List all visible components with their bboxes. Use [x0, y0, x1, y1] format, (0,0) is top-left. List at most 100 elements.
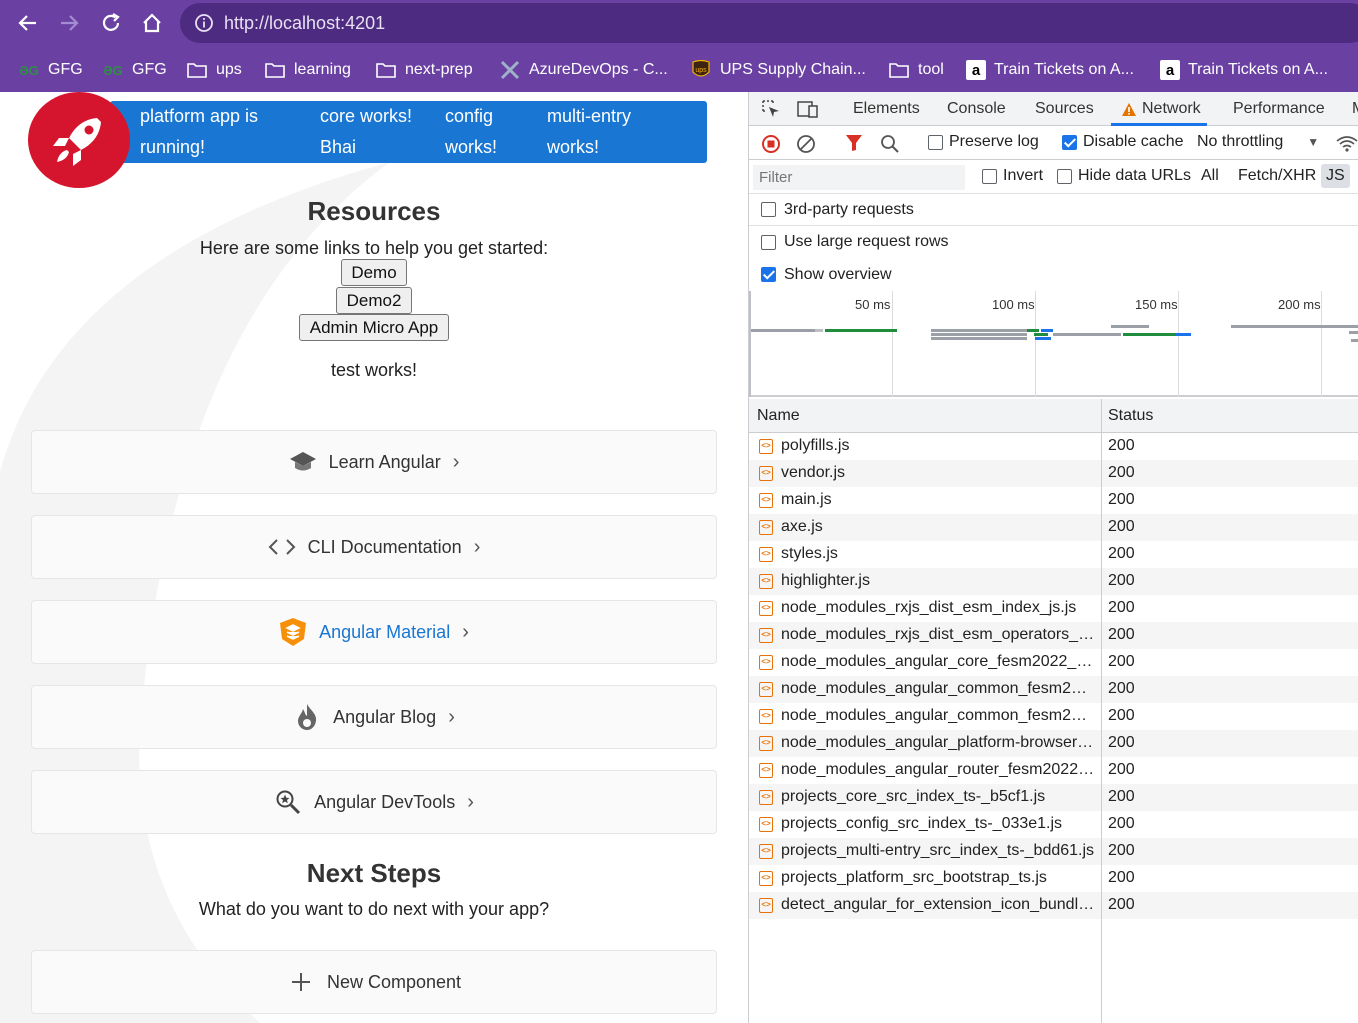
new-component-card[interactable]: New Component: [31, 950, 717, 1014]
bookmark-gfg-2[interactable]: ƏG GFG: [103, 61, 167, 78]
chevron-right-icon: ›: [462, 620, 469, 643]
tab-memory[interactable]: M: [1352, 100, 1358, 118]
disable-cache-checkbox[interactable]: Disable cache: [1062, 133, 1184, 151]
show-overview-option[interactable]: Show overview: [749, 258, 1358, 291]
request-name[interactable]: main.js: [781, 491, 832, 508]
bookmark-azure-devops[interactable]: AzureDevOps - C...: [499, 58, 668, 82]
search-button[interactable]: [880, 134, 900, 154]
request-row[interactable]: <> projects_config_src_index_ts-_033e1.js…: [749, 811, 1358, 838]
request-row[interactable]: <> axe.js 200: [749, 514, 1358, 541]
cli-documentation-card[interactable]: CLI Documentation ›: [31, 515, 717, 579]
angular-material-card[interactable]: Angular Material ›: [31, 600, 717, 664]
hide-data-urls-checkbox[interactable]: Hide data URLs: [1057, 167, 1191, 185]
record-stop-button[interactable]: [761, 134, 781, 154]
new-component-label: New Component: [326, 971, 462, 992]
bookmark-train-tickets-2[interactable]: a Train Tickets on A...: [1160, 58, 1328, 82]
request-name[interactable]: detect_angular_for_extension_icon_bundle…: [781, 896, 1095, 913]
demo2-button[interactable]: Demo2: [336, 287, 412, 314]
address-bar[interactable]: http://localhost:4201: [180, 3, 1358, 43]
filter-fetch-xhr-button[interactable]: Fetch/XHR: [1238, 167, 1317, 184]
rocket-logo: [28, 92, 130, 188]
bookmark-folder-tool[interactable]: tool: [888, 58, 944, 82]
request-status: 200: [1108, 680, 1135, 697]
tab-network[interactable]: Network: [1121, 100, 1201, 118]
network-overview[interactable]: 50 ms 100 ms 150 ms 200 ms: [749, 291, 1358, 397]
tab-performance[interactable]: Performance: [1233, 100, 1325, 117]
large-rows-option[interactable]: Use large request rows: [749, 225, 1358, 258]
device-toolbar-icon[interactable]: [797, 99, 819, 124]
bookmark-gfg-1[interactable]: ƏG GFG: [19, 61, 83, 78]
request-name[interactable]: node_modules_angular_common_fesm202…: [781, 707, 1095, 724]
request-name[interactable]: projects_platform_src_bootstrap_ts.js: [781, 869, 1047, 886]
request-row[interactable]: <> polyfills.js 200: [749, 433, 1358, 460]
angular-devtools-card[interactable]: Angular DevTools ›: [31, 770, 717, 834]
clear-button[interactable]: [796, 134, 816, 154]
third-party-requests-option[interactable]: 3rd-party requests: [749, 193, 1358, 226]
request-row[interactable]: <> detect_angular_for_extension_icon_bund…: [749, 892, 1358, 919]
request-name[interactable]: node_modules_rxjs_dist_esm_operators_in…: [781, 626, 1095, 643]
back-button[interactable]: [13, 8, 43, 38]
request-row[interactable]: <> projects_core_src_index_ts-_b5cf1.js 20…: [749, 784, 1358, 811]
request-name[interactable]: node_modules_rxjs_dist_esm_index_js.js: [781, 599, 1077, 616]
invert-checkbox[interactable]: Invert: [982, 167, 1043, 185]
request-name[interactable]: node_modules_angular_router_fesm2022_r…: [781, 761, 1095, 778]
request-row[interactable]: <> node_modules_angular_common_fesm202… 20…: [749, 676, 1358, 703]
request-row[interactable]: <> node_modules_rxjs_dist_esm_operators_i…: [749, 622, 1358, 649]
request-status: 200: [1108, 788, 1135, 805]
request-row[interactable]: <> vendor.js 200: [749, 460, 1358, 487]
request-row[interactable]: <> main.js 200: [749, 487, 1358, 514]
demo-button[interactable]: Demo: [341, 259, 407, 286]
column-header-status[interactable]: Status: [1108, 407, 1154, 424]
request-row[interactable]: <> node_modules_rxjs_dist_esm_index_js.js…: [749, 595, 1358, 622]
tab-elements[interactable]: Elements: [853, 100, 920, 117]
tab-console[interactable]: Console: [947, 100, 1006, 117]
request-name[interactable]: polyfills.js: [781, 437, 850, 454]
filter-input[interactable]: [753, 165, 965, 190]
column-header-name[interactable]: Name: [757, 407, 800, 424]
request-name[interactable]: projects_core_src_index_ts-_b5cf1.js: [781, 788, 1046, 805]
admin-micro-app-button[interactable]: Admin Micro App: [299, 314, 449, 341]
request-row[interactable]: <> node_modules_angular_platform-browser_…: [749, 730, 1358, 757]
request-row[interactable]: <> styles.js 200: [749, 541, 1358, 568]
filter-js-button[interactable]: JS: [1321, 164, 1350, 188]
request-name[interactable]: highlighter.js: [781, 572, 870, 589]
reload-button[interactable]: [96, 8, 126, 38]
bookmark-folder-next-prep[interactable]: next-prep: [375, 58, 473, 82]
bookmark-ups-supply-chain[interactable]: ups UPS Supply Chain...: [690, 58, 866, 82]
angular-blog-card[interactable]: Angular Blog ›: [31, 685, 717, 749]
bookmark-train-tickets-1[interactable]: a Train Tickets on A...: [966, 58, 1134, 82]
filter-all-button[interactable]: All: [1201, 167, 1219, 184]
request-name[interactable]: vendor.js: [781, 464, 846, 481]
forward-button[interactable]: [54, 8, 84, 38]
learn-angular-card[interactable]: Learn Angular ›: [31, 430, 717, 494]
request-row[interactable]: <> projects_multi-entry_src_index_ts-_bdd…: [749, 838, 1358, 865]
info-icon[interactable]: [194, 13, 214, 33]
request-status: 200: [1108, 842, 1135, 859]
throttling-select[interactable]: No throttling ▼: [1197, 133, 1320, 150]
request-name[interactable]: node_modules_angular_platform-browser_…: [781, 734, 1095, 751]
filter-toggle-button[interactable]: [845, 134, 863, 152]
request-row[interactable]: <> node_modules_angular_router_fesm2022_r…: [749, 757, 1358, 784]
request-name[interactable]: styles.js: [781, 545, 838, 562]
preserve-log-checkbox[interactable]: Preserve log: [928, 133, 1039, 151]
request-name[interactable]: projects_multi-entry_src_index_ts-_bdd61…: [781, 842, 1095, 859]
request-row[interactable]: <> highlighter.js 200: [749, 568, 1358, 595]
bookmark-folder-ups[interactable]: ups: [186, 58, 242, 82]
request-row[interactable]: <> node_modules_angular_core_fesm2022_c… 2…: [749, 649, 1358, 676]
request-row[interactable]: <> node_modules_angular_common_fesm202… 20…: [749, 703, 1358, 730]
inspect-element-icon[interactable]: [761, 99, 781, 124]
home-button[interactable]: [137, 8, 167, 38]
bookmark-folder-learning[interactable]: learning: [264, 58, 351, 82]
request-name[interactable]: projects_config_src_index_ts-_033e1.js: [781, 815, 1063, 832]
request-name[interactable]: node_modules_angular_common_fesm202…: [781, 680, 1095, 697]
request-name[interactable]: node_modules_angular_core_fesm2022_c…: [781, 653, 1095, 670]
cli-documentation-label: CLI Documentation: [307, 536, 462, 557]
request-row[interactable]: <> projects_platform_src_bootstrap_ts.js 2…: [749, 865, 1358, 892]
request-name[interactable]: axe.js: [781, 518, 823, 535]
network-conditions-button[interactable]: [1335, 134, 1358, 154]
script-file-icon: <>: [759, 682, 773, 697]
tab-sources[interactable]: Sources: [1035, 100, 1094, 117]
column-divider[interactable]: [1101, 399, 1102, 1023]
resources-title: Resources: [307, 196, 441, 226]
url-text[interactable]: http://localhost:4201: [224, 13, 386, 33]
